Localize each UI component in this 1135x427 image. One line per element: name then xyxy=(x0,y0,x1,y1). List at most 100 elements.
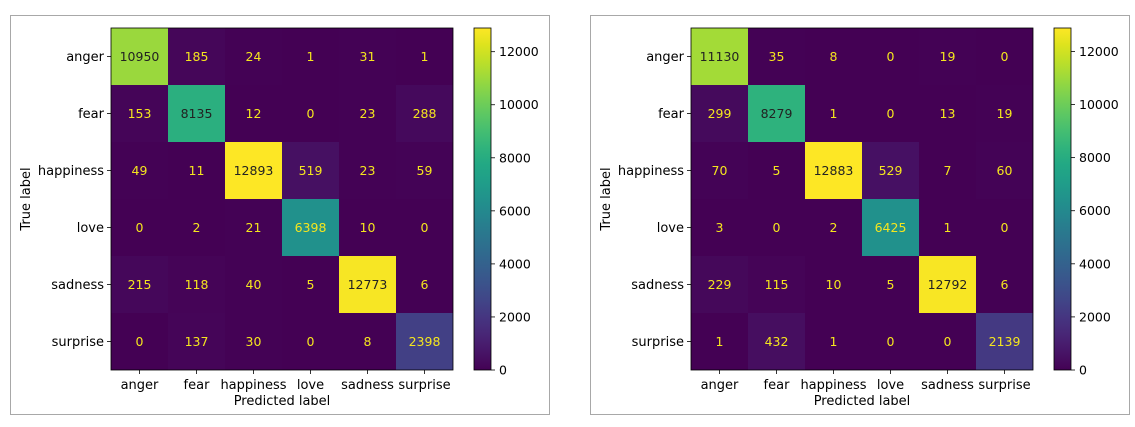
y-tick-label: happiness xyxy=(38,164,104,179)
x-tick-label: fear xyxy=(764,378,791,393)
heatmap-cell xyxy=(111,256,168,313)
cell-value-label: 215 xyxy=(128,277,152,292)
cell-value-label: 1 xyxy=(944,220,952,235)
cell-value-label: 2139 xyxy=(989,334,1021,349)
heatmap-cell xyxy=(919,28,976,85)
cell-value-label: 12893 xyxy=(234,163,274,178)
cell-value-label: 299 xyxy=(708,106,732,121)
heatmap-cell xyxy=(976,256,1033,313)
cell-value-label: 185 xyxy=(185,49,209,64)
heatmap-cell xyxy=(862,199,919,256)
cell-value-label: 49 xyxy=(132,163,148,178)
y-axis-label: True label xyxy=(19,167,34,231)
heatmap-cell xyxy=(282,199,339,256)
x-tick-label: sadness xyxy=(921,378,974,393)
cell-value-label: 1 xyxy=(307,49,315,64)
y-tick-label: love xyxy=(657,221,684,236)
x-axis-label: Predicted label xyxy=(814,394,911,409)
cell-value-label: 12 xyxy=(246,106,262,121)
cell-value-label: 8 xyxy=(830,49,838,64)
heatmap-cell xyxy=(805,313,862,370)
cell-value-label: 137 xyxy=(185,334,209,349)
colorbar xyxy=(1053,27,1072,371)
heatmap-cell xyxy=(225,256,282,313)
heatmap-cell xyxy=(748,313,805,370)
cell-value-label: 5 xyxy=(773,163,781,178)
cell-value-label: 0 xyxy=(887,334,895,349)
heatmap-cell xyxy=(862,142,919,199)
colorbar-tick-label: 8000 xyxy=(499,150,531,165)
heatmap-cell xyxy=(168,28,225,85)
colorbar-tick-label: 0 xyxy=(499,363,507,378)
x-tick-label: surprise xyxy=(398,378,450,393)
colorbar-tick-label: 4000 xyxy=(499,256,531,271)
x-axis-label: Predicted label xyxy=(234,394,331,409)
cell-value-label: 2 xyxy=(193,220,201,235)
matrix-frame xyxy=(690,27,1034,371)
heatmap-cell xyxy=(805,256,862,313)
cell-value-label: 13 xyxy=(940,106,956,121)
heatmap-cell xyxy=(111,28,168,85)
heatmap-cell xyxy=(691,28,748,85)
heatmap-cell xyxy=(691,256,748,313)
heatmap-cell xyxy=(396,313,453,370)
heatmap-cell xyxy=(691,313,748,370)
x-tick-label: anger xyxy=(121,378,159,393)
cell-value-label: 60 xyxy=(997,163,1013,178)
matrix-frame xyxy=(110,27,454,371)
x-tick-label: happiness xyxy=(220,378,286,393)
colorbar-tick-label: 12000 xyxy=(499,44,539,59)
heatmap-cell xyxy=(282,142,339,199)
x-tick-label: surprise xyxy=(978,378,1030,393)
cell-value-label: 31 xyxy=(360,49,376,64)
heatmap-cell xyxy=(748,142,805,199)
cell-value-label: 6398 xyxy=(295,220,327,235)
heatmap-cell xyxy=(805,85,862,142)
heatmap-cell xyxy=(225,28,282,85)
colorbar-tick-label: 0 xyxy=(1079,363,1087,378)
heatmap-cell xyxy=(225,85,282,142)
cell-value-label: 1 xyxy=(830,106,838,121)
cell-value-label: 11 xyxy=(189,163,205,178)
heatmap-cell xyxy=(396,142,453,199)
colorbar-tick-label: 10000 xyxy=(499,97,539,112)
cell-value-label: 0 xyxy=(136,220,144,235)
cell-value-label: 288 xyxy=(413,106,437,121)
colorbar-tick-label: 12000 xyxy=(1079,44,1119,59)
cell-value-label: 3 xyxy=(716,220,724,235)
cell-value-label: 70 xyxy=(712,163,728,178)
heatmap-cell xyxy=(919,313,976,370)
cell-value-label: 2398 xyxy=(409,334,441,349)
cell-value-label: 0 xyxy=(307,334,315,349)
heatmap-cell xyxy=(282,85,339,142)
heatmap-cell xyxy=(919,199,976,256)
cell-value-label: 8279 xyxy=(761,106,793,121)
heatmap-cell xyxy=(168,85,225,142)
heatmap-cell xyxy=(339,142,396,199)
cell-value-label: 6 xyxy=(1001,277,1009,292)
cell-value-label: 519 xyxy=(299,163,323,178)
cell-value-label: 229 xyxy=(708,277,732,292)
cell-value-label: 7 xyxy=(944,163,952,178)
heatmap-cell xyxy=(282,256,339,313)
y-tick-label: surprise xyxy=(52,335,104,350)
heatmap-cell xyxy=(805,28,862,85)
y-tick-label: love xyxy=(77,221,104,236)
cell-value-label: 19 xyxy=(997,106,1013,121)
cell-value-label: 40 xyxy=(246,277,262,292)
heatmap-cell xyxy=(862,256,919,313)
heatmap-cell xyxy=(168,199,225,256)
cell-value-label: 2 xyxy=(830,220,838,235)
heatmap-cell xyxy=(225,199,282,256)
colorbar-tick-label: 6000 xyxy=(499,203,531,218)
cell-value-label: 30 xyxy=(246,334,262,349)
heatmap-cell xyxy=(111,85,168,142)
colorbar xyxy=(473,27,492,371)
cell-value-label: 115 xyxy=(765,277,789,292)
heatmap-cell xyxy=(976,28,1033,85)
cell-value-label: 0 xyxy=(1001,49,1009,64)
confusion-matrix-panel-right: 11130 35 8 0 19 0 299 8279 1 0 13 19 70 5 12883 529 7 60 3… xyxy=(590,15,1130,415)
cell-value-label: 10 xyxy=(360,220,376,235)
cell-value-label: 10950 xyxy=(120,49,160,64)
